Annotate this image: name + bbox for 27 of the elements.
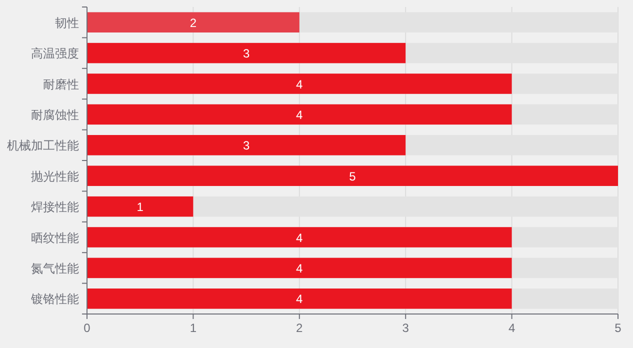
data-label: 4 xyxy=(296,230,304,245)
y-tick-label: 氮气性能 xyxy=(31,261,79,276)
data-label: 3 xyxy=(242,46,250,61)
y-tick-label: 晒纹性能 xyxy=(31,230,79,245)
x-tick-label: 1 xyxy=(190,321,197,335)
data-label: 3 xyxy=(242,138,250,153)
bar xyxy=(87,196,194,217)
data-label: 5 xyxy=(349,169,356,184)
x-tick-label: 0 xyxy=(84,321,91,335)
x-tick-label: 2 xyxy=(296,321,304,335)
y-tick-label: 抛光性能 xyxy=(31,169,79,184)
x-tick-label: 4 xyxy=(508,321,516,335)
data-label: 2 xyxy=(190,16,197,30)
data-label: 4 xyxy=(296,292,304,306)
data-label: 4 xyxy=(296,261,304,276)
y-tick-label: 高温强度 xyxy=(31,46,79,61)
data-label: 1 xyxy=(136,200,144,214)
y-tick-label: 焊接性能 xyxy=(31,200,79,214)
y-tick-label: 耐腐蚀性 xyxy=(31,108,79,122)
y-tick-label: 耐磨性 xyxy=(43,77,79,92)
y-tick-label: 机械加工性能 xyxy=(7,138,79,153)
data-label: 4 xyxy=(296,77,304,92)
x-tick-label: 5 xyxy=(614,321,622,335)
data-label: 4 xyxy=(296,108,304,122)
y-tick-label: 镀铬性能 xyxy=(30,292,79,306)
x-tick-label: 3 xyxy=(402,321,410,335)
y-tick-label: 韧性 xyxy=(55,16,79,30)
